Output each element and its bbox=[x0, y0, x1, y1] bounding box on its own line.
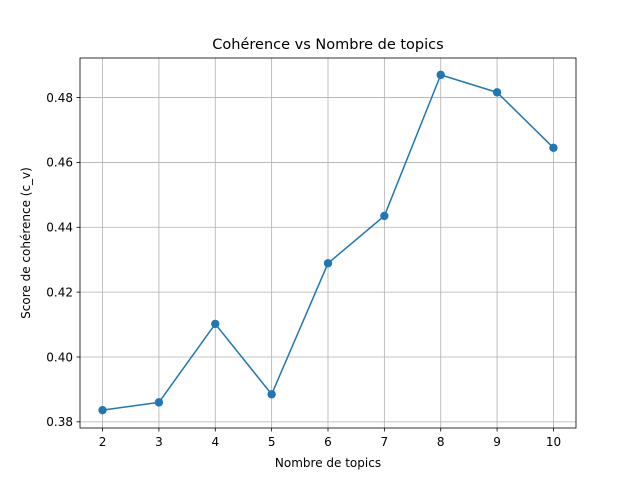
ticks: 2 3 4 5 6 7 8 9 10 0.38 0.40 0.42 0.44 0.46 0.48 bbox=[46, 91, 561, 449]
y-tick-label: 0.48 bbox=[46, 91, 73, 105]
data-point bbox=[98, 405, 107, 415]
x-tick-label: 3 bbox=[155, 435, 163, 449]
x-tick-label: 6 bbox=[324, 435, 332, 449]
x-tick-label: 2 bbox=[99, 435, 107, 449]
data-point bbox=[211, 319, 220, 329]
y-tick-label: 0.40 bbox=[46, 350, 73, 364]
y-tick-label: 0.44 bbox=[46, 221, 73, 235]
y-tick-label: 0.46 bbox=[46, 156, 73, 170]
x-tick-label: 9 bbox=[493, 435, 501, 449]
x-tick-label: 10 bbox=[546, 435, 561, 449]
x-tick-label: 8 bbox=[437, 435, 445, 449]
x-tick-label: 4 bbox=[211, 435, 219, 449]
x-tick-label: 5 bbox=[268, 435, 276, 449]
data-point bbox=[380, 211, 389, 221]
data-point bbox=[154, 398, 164, 407]
x-axis-label: Nombre de topics bbox=[275, 456, 381, 470]
data-point bbox=[267, 390, 276, 399]
y-axis-label: Score de cohérence (c_v) bbox=[19, 167, 33, 319]
grid bbox=[80, 58, 576, 428]
y-tick-label: 0.42 bbox=[46, 285, 73, 299]
data-point bbox=[549, 143, 558, 153]
data-point bbox=[492, 88, 502, 97]
data-point bbox=[323, 259, 333, 268]
series-layer bbox=[98, 70, 558, 415]
y-tick-label: 0.38 bbox=[46, 415, 73, 429]
chart-title: Cohérence vs Nombre de topics bbox=[212, 37, 443, 53]
x-tick-label: 7 bbox=[381, 435, 389, 449]
data-point bbox=[436, 70, 445, 80]
